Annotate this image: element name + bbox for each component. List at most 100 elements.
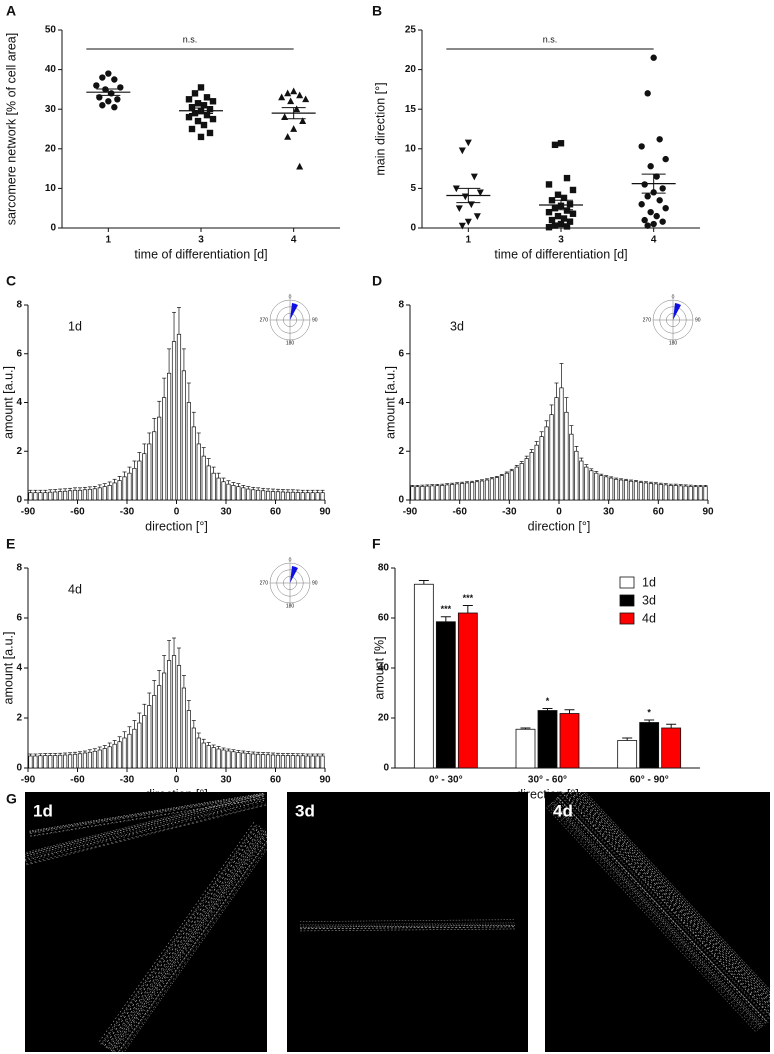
fiber [25, 794, 264, 855]
y-tick-label: 8 [398, 300, 404, 311]
x-tick-label: 3 [558, 235, 564, 246]
error-bar [668, 483, 673, 486]
bar [236, 752, 241, 769]
data-point [548, 216, 556, 224]
bar [693, 486, 698, 501]
panel-letter: C [6, 273, 16, 289]
error-bar [310, 753, 315, 756]
error-bar [310, 489, 315, 493]
bar [127, 733, 132, 769]
error-bar [569, 425, 574, 435]
error-bar [92, 486, 97, 489]
fiber [25, 792, 264, 854]
bar [92, 488, 97, 501]
data-point [455, 205, 463, 213]
bar [435, 621, 456, 769]
error-bar [117, 736, 122, 742]
bar [703, 486, 708, 501]
panel-letter: B [372, 3, 382, 19]
fiber [555, 798, 767, 1024]
error-bar [440, 616, 451, 622]
error-bar [48, 489, 53, 493]
data-point [647, 208, 654, 216]
data-point [284, 89, 292, 97]
y-tick-label: 8 [16, 300, 22, 311]
data-point [185, 96, 193, 103]
x-tick-label: 60 [270, 775, 282, 786]
bar [147, 705, 152, 769]
error-bar [117, 476, 122, 481]
bar [196, 737, 201, 769]
y-tick-label: 0 [398, 495, 404, 506]
error-bar [63, 488, 68, 492]
fiber [299, 923, 515, 927]
micrograph: 3d [287, 792, 528, 1052]
panel-label: 4d [68, 582, 82, 596]
error-bar [266, 488, 271, 492]
bar [484, 479, 490, 501]
fiber [110, 830, 267, 1052]
x-tick-label: -90 [21, 775, 36, 786]
error-bar [97, 484, 102, 488]
bar [633, 481, 639, 501]
x-tick-label: 60 [653, 507, 665, 518]
bar [201, 742, 206, 769]
micrograph-background [25, 792, 267, 1052]
data-point [563, 174, 571, 182]
bar [534, 444, 539, 501]
data-point [656, 136, 663, 143]
x-tick-label: 0 [174, 775, 180, 786]
bar [285, 755, 290, 769]
error-bar [142, 443, 147, 454]
fiber [575, 792, 770, 1001]
error-bar [489, 477, 494, 479]
data-point [191, 90, 199, 97]
bar [77, 489, 83, 501]
error-bar [162, 377, 167, 398]
fiber [109, 829, 266, 1050]
error-bar [132, 460, 137, 469]
error-bar [236, 483, 241, 487]
bar [537, 710, 558, 769]
error-bar [520, 727, 531, 730]
x-tick-label: 1 [466, 235, 472, 246]
y-tick-label: 50 [45, 25, 57, 36]
significance-label: * [647, 707, 651, 717]
data-point [209, 115, 217, 123]
fiber [551, 802, 762, 1029]
bar [152, 431, 157, 501]
fiber [121, 845, 267, 1052]
data-point [545, 208, 553, 216]
error-bar [211, 466, 216, 474]
error-bar [241, 485, 246, 488]
fiber [556, 796, 768, 1023]
panel-letter: D [372, 273, 382, 289]
data-point [290, 87, 298, 95]
error-bar [295, 489, 300, 493]
error-bar [152, 417, 157, 432]
fiber [30, 798, 266, 837]
error-bar [534, 441, 539, 446]
bar [241, 487, 246, 501]
data-point [569, 210, 577, 217]
bar [494, 477, 500, 501]
fiber [105, 827, 262, 1049]
data-point [290, 125, 298, 132]
fiber [29, 795, 265, 834]
fiber [552, 801, 763, 1028]
error-bar [172, 637, 177, 656]
bar [231, 485, 236, 501]
y-tick-label: 5 [410, 183, 416, 194]
data-point [197, 133, 205, 141]
data-point [111, 76, 118, 83]
data-point [458, 222, 466, 230]
fiber [299, 924, 516, 928]
bar [246, 488, 251, 501]
panel-letter: A [6, 3, 16, 19]
error-bar [678, 484, 683, 486]
fiber [577, 792, 770, 999]
y-tick-label: 15 [405, 104, 417, 115]
data-point [641, 216, 648, 224]
bar [206, 745, 211, 769]
